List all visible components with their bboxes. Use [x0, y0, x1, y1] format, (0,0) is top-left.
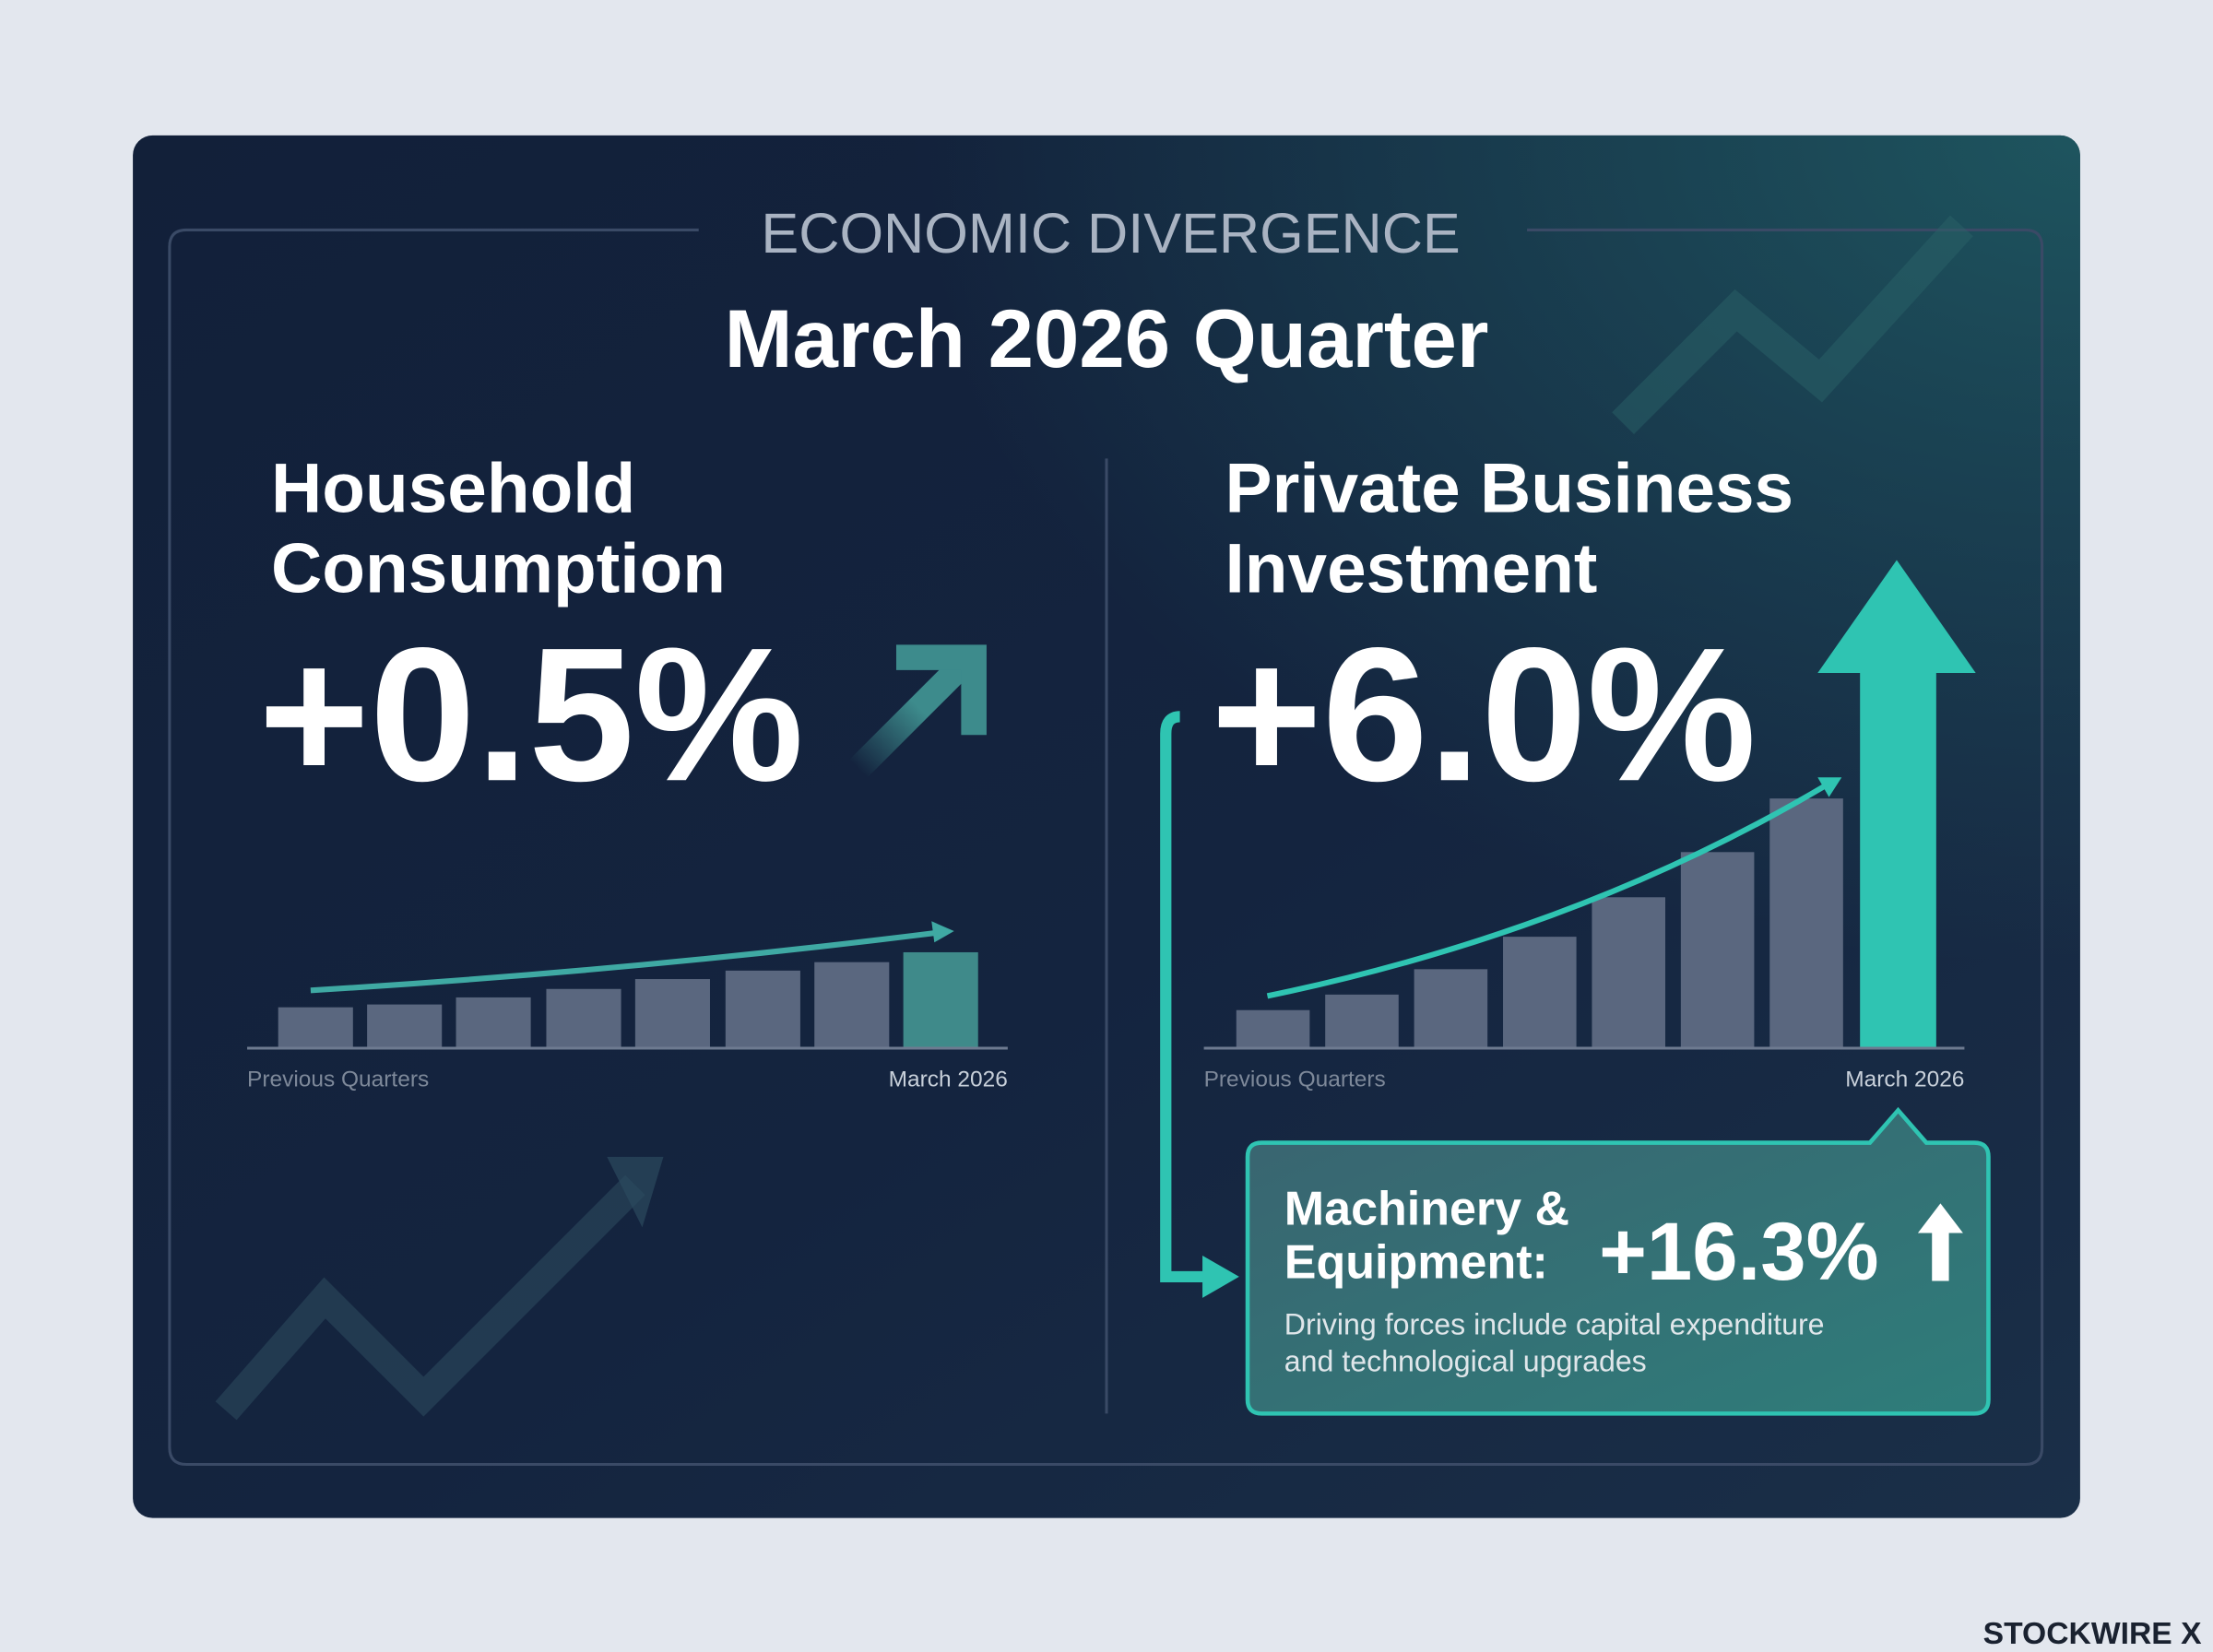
panel-value: +6.0%	[1211, 608, 1756, 820]
mini-bar	[546, 988, 621, 1049]
mini-bar	[634, 979, 710, 1049]
mini-bar	[278, 1007, 353, 1049]
panel-title: Consumption	[271, 530, 726, 608]
mini-bar	[1325, 994, 1399, 1049]
mini-bar	[1592, 897, 1666, 1049]
callout	[1245, 1106, 1991, 1416]
frame	[168, 228, 2044, 1466]
axis-label: March 2026	[889, 1067, 1008, 1092]
bg-arrow	[215, 1174, 645, 1421]
callout-description: and technological upgrades	[1284, 1344, 1647, 1377]
mini-bars	[278, 951, 978, 1049]
trend-icon	[895, 644, 987, 736]
callout-value: +16.3%	[1599, 1206, 1878, 1297]
trend-line	[1266, 782, 1829, 999]
callout-description: Driving forces include capital expenditu…	[1284, 1308, 1825, 1341]
mini-bars	[1236, 798, 1843, 1049]
mini-bar	[725, 970, 800, 1049]
trend-arrowhead	[1817, 777, 1842, 797]
brand: STOCKWIRE X	[1983, 1617, 2202, 1651]
callout-label: Machinery &	[1284, 1182, 1569, 1235]
panel-title: Private Business	[1225, 450, 1794, 528]
panel-title: Investment	[1225, 530, 1598, 608]
bg-arrowhead	[607, 1156, 664, 1228]
connector-arrowhead	[1202, 1255, 1239, 1298]
callout-label: Equipment:	[1284, 1235, 1548, 1289]
axis-label: Previous Quarters	[1204, 1067, 1386, 1092]
mini-bar	[1680, 852, 1755, 1049]
up-arrow	[1917, 1203, 1963, 1281]
kicker: ECONOMIC DIVERGENCE	[761, 202, 1460, 265]
mini-bar	[1503, 937, 1577, 1049]
trend-arrowhead	[931, 921, 954, 943]
trend-icon	[848, 658, 969, 778]
connector	[1160, 711, 1212, 1283]
mini-bar	[1236, 1009, 1310, 1049]
mini-bar	[456, 997, 531, 1049]
mini-bar	[1414, 969, 1488, 1049]
big-arrow	[1817, 560, 1976, 1049]
mini-bar	[903, 951, 978, 1049]
mini-bar	[367, 1004, 443, 1049]
mini-bar	[814, 962, 890, 1049]
mini-bar	[1769, 798, 1843, 1049]
bg-arrow	[1612, 215, 1973, 434]
trend-line	[310, 929, 940, 994]
panel-value: +0.5%	[258, 608, 803, 820]
axis-label: Previous Quarters	[247, 1067, 429, 1092]
axis-label: March 2026	[1845, 1067, 1964, 1092]
title: March 2026 Quarter	[725, 293, 1489, 384]
panel-title: Household	[271, 450, 635, 528]
